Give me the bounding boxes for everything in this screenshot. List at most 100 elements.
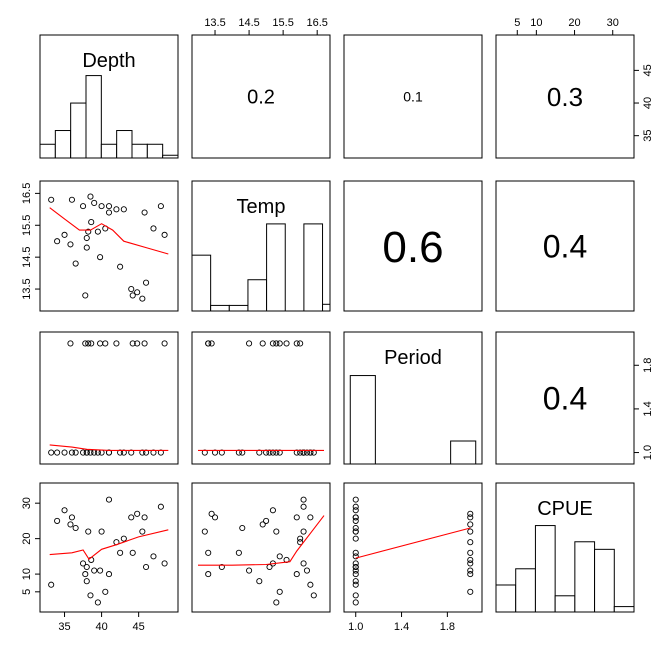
smooth-line-temp-depth — [50, 208, 169, 254]
corr-temp-cpue: 0.4 — [543, 229, 587, 265]
var-label-temp: Temp — [237, 196, 286, 218]
hist-bar-temp — [229, 305, 248, 311]
point-period-depth — [114, 341, 119, 346]
point-cpue-depth — [49, 582, 54, 587]
hist-bar-depth — [101, 144, 116, 158]
point-period-temp — [270, 341, 275, 346]
point-temp-depth — [80, 204, 85, 209]
point-temp-depth — [106, 204, 111, 209]
point-cpue-depth — [69, 515, 74, 520]
hist-bar-cpue — [575, 542, 595, 612]
point-period-depth — [142, 341, 147, 346]
corr-depth-cpue: 0.3 — [547, 82, 583, 112]
point-cpue-depth — [95, 600, 100, 605]
point-cpue-temp — [274, 600, 279, 605]
point-temp-depth — [151, 226, 156, 231]
point-cpue-temp — [246, 568, 251, 573]
point-cpue-depth — [84, 579, 89, 584]
point-cpue-depth — [129, 515, 134, 520]
hist-bar-cpue — [516, 569, 536, 612]
hist-bar-cpue — [614, 607, 634, 612]
tick-label-depth: 45 — [133, 621, 145, 633]
point-temp-depth — [143, 280, 148, 285]
point-cpue-temp — [308, 515, 313, 520]
point-cpue-period — [353, 593, 358, 598]
var-label-depth: Depth — [82, 50, 135, 72]
point-cpue-period — [468, 511, 473, 516]
point-temp-depth — [88, 194, 93, 199]
point-cpue-period — [468, 540, 473, 545]
point-cpue-period — [468, 568, 473, 573]
hist-bar-cpue — [535, 526, 555, 612]
point-period-temp — [298, 341, 303, 346]
point-cpue-temp — [236, 550, 241, 555]
point-cpue-period — [353, 579, 358, 584]
tick-label-temp: 15.5 — [272, 17, 293, 29]
point-cpue-period — [353, 504, 358, 509]
point-period-depth — [73, 450, 78, 455]
corr-period-cpue: 0.4 — [543, 381, 587, 417]
point-cpue-depth — [103, 589, 108, 594]
point-cpue-depth — [55, 518, 60, 523]
point-period-depth — [162, 341, 167, 346]
point-period-temp — [209, 341, 214, 346]
point-cpue-period — [353, 600, 358, 605]
point-cpue-depth — [121, 536, 126, 541]
tick-label-temp: 13.5 — [21, 278, 33, 299]
tick-label-cpue: 30 — [21, 497, 33, 509]
hist-bar-depth — [86, 76, 101, 158]
point-temp-depth — [106, 210, 111, 215]
tick-label-cpue: 20 — [21, 533, 33, 545]
hist-bar-cpue — [555, 596, 575, 612]
point-cpue-temp — [277, 589, 282, 594]
point-cpue-period — [468, 529, 473, 534]
point-period-depth — [95, 450, 100, 455]
point-temp-depth — [121, 207, 126, 212]
point-temp-depth — [114, 207, 119, 212]
hist-bar-temp — [323, 304, 330, 311]
point-cpue-depth — [83, 571, 88, 576]
panel-period-depth — [40, 332, 178, 464]
tick-label-period: 1.0 — [642, 445, 654, 460]
point-cpue-temp — [294, 515, 299, 520]
point-temp-depth — [68, 242, 73, 247]
hist-bar-depth — [132, 144, 147, 158]
smooth-line-cpue-period — [356, 528, 471, 558]
hist-bar-temp — [304, 224, 323, 311]
point-temp-depth — [142, 210, 147, 215]
point-cpue-depth — [106, 497, 111, 502]
tick-label-temp: 16.5 — [306, 17, 327, 29]
point-period-temp — [277, 341, 282, 346]
var-label-cpue: CPUE — [537, 498, 593, 520]
hist-bar-period — [350, 376, 375, 464]
hist-bar-depth — [147, 144, 162, 158]
point-cpue-temp — [202, 529, 207, 534]
point-temp-depth — [162, 232, 167, 237]
point-cpue-period — [468, 522, 473, 527]
point-period-depth — [68, 341, 73, 346]
point-cpue-temp — [260, 522, 265, 527]
point-cpue-temp — [206, 571, 211, 576]
point-temp-depth — [95, 229, 100, 234]
point-temp-depth — [83, 293, 88, 298]
point-cpue-period — [353, 564, 358, 569]
point-cpue-temp — [308, 582, 313, 587]
var-label-period: Period — [384, 347, 442, 369]
point-period-temp — [284, 341, 289, 346]
point-cpue-temp — [301, 561, 306, 566]
hist-bar-depth — [71, 103, 86, 158]
point-temp-depth — [158, 204, 163, 209]
point-cpue-temp — [270, 508, 275, 513]
hist-bar-temp — [267, 224, 286, 311]
tick-label-period: 1.8 — [642, 358, 654, 373]
tick-label-temp: 14.5 — [21, 246, 33, 267]
tick-label-depth: 40 — [95, 621, 107, 633]
tick-label-cpue: 30 — [607, 17, 619, 29]
point-cpue-depth — [140, 529, 145, 534]
point-cpue-temp — [301, 504, 306, 509]
point-period-depth — [103, 341, 108, 346]
point-temp-depth — [135, 290, 140, 295]
hist-bar-depth — [163, 155, 178, 158]
point-cpue-temp — [304, 568, 309, 573]
point-cpue-period — [353, 497, 358, 502]
